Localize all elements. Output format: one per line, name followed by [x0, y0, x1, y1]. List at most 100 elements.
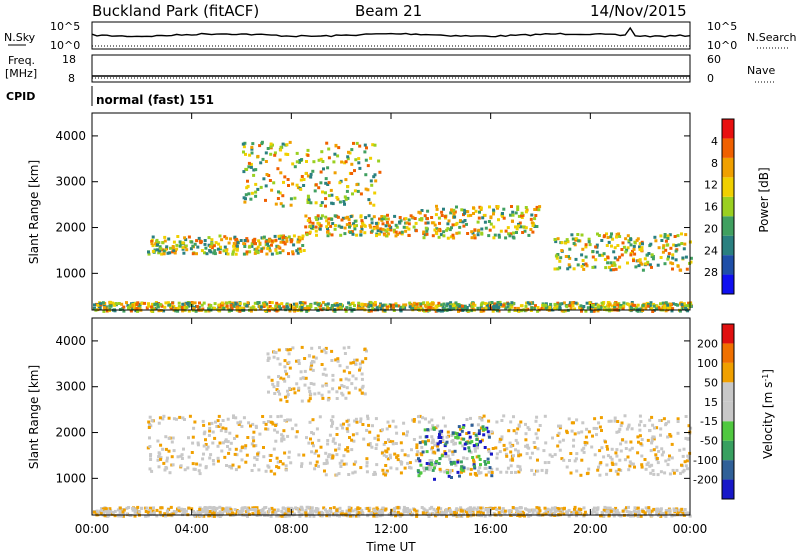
data-cell — [165, 509, 169, 513]
data-cell — [640, 262, 644, 266]
data-cell — [300, 158, 304, 161]
data-cell — [154, 301, 158, 304]
data-cell — [287, 512, 291, 516]
data-cell — [652, 437, 656, 441]
data-cell — [433, 466, 436, 470]
data-cell — [152, 506, 155, 510]
data-cell — [273, 153, 277, 157]
nave-label: Nave — [747, 64, 775, 77]
data-cell — [652, 302, 656, 306]
data-cell — [664, 511, 668, 515]
data-cell — [185, 248, 189, 252]
data-cell — [512, 454, 515, 458]
data-cell — [612, 268, 616, 272]
data-cell — [278, 191, 282, 195]
data-cell — [216, 514, 220, 518]
data-cell — [542, 307, 546, 311]
data-cell — [632, 244, 636, 248]
data-cell — [158, 416, 162, 420]
data-cell — [319, 157, 323, 161]
data-cell — [309, 224, 313, 228]
data-cell — [635, 510, 639, 514]
data-cell — [568, 265, 572, 269]
data-cell — [300, 512, 304, 516]
data-cell — [395, 467, 399, 471]
data-cell — [325, 383, 329, 387]
data-cell — [297, 247, 300, 251]
data-cell — [287, 235, 291, 239]
data-cell — [226, 307, 230, 311]
data-cell — [580, 458, 584, 462]
data-cell — [559, 256, 563, 260]
data-cell — [377, 159, 381, 163]
data-cell — [422, 232, 426, 236]
data-cell — [461, 425, 465, 429]
data-cell — [205, 252, 209, 256]
data-cell — [484, 466, 488, 470]
data-cell — [600, 301, 604, 305]
data-cell — [326, 234, 330, 238]
data-cell — [479, 440, 483, 444]
data-cell — [202, 444, 206, 448]
data-cell — [150, 240, 154, 243]
data-cell — [490, 471, 494, 474]
data-cell — [449, 235, 453, 239]
data-cell — [260, 142, 264, 146]
data-cell — [553, 453, 557, 457]
data-cell — [243, 239, 247, 242]
data-cell — [449, 510, 453, 514]
data-cell — [578, 511, 582, 514]
data-cell — [340, 391, 344, 395]
data-cell — [600, 446, 604, 450]
data-cell — [413, 508, 417, 512]
data-cell — [636, 303, 640, 307]
noise-panel: N.Sky N.Search 10^5 10^0 10^5 10^0 — [4, 20, 797, 52]
data-cell — [600, 511, 604, 514]
data-cell — [242, 145, 246, 149]
data-cell — [406, 461, 410, 465]
data-cell — [137, 307, 141, 311]
data-cell — [586, 306, 590, 310]
data-cell — [650, 463, 654, 467]
data-cell — [169, 505, 173, 509]
data-cell — [292, 234, 296, 238]
data-cell — [621, 509, 625, 513]
data-cell — [492, 236, 496, 240]
data-cell — [587, 430, 591, 434]
data-cell — [305, 309, 309, 313]
data-cell — [469, 506, 472, 510]
data-cell — [381, 511, 385, 515]
data-cell — [655, 511, 659, 515]
data-cell — [368, 223, 372, 227]
data-cell — [649, 242, 653, 246]
data-cell — [462, 424, 466, 428]
data-cell — [459, 427, 463, 431]
data-cell — [677, 508, 681, 512]
data-cell — [338, 506, 342, 510]
noise-sky-label: N.Sky — [4, 31, 36, 44]
data-cell — [470, 511, 474, 515]
data-cell — [338, 181, 342, 185]
data-cell — [183, 305, 187, 309]
data-cell — [262, 455, 266, 459]
data-cell — [299, 370, 303, 374]
data-cell — [680, 232, 683, 236]
data-cell — [246, 179, 249, 183]
data-cell — [326, 166, 330, 170]
data-cell — [394, 230, 398, 234]
data-cell — [233, 235, 237, 239]
data-cell — [453, 511, 457, 514]
data-cell — [629, 462, 633, 466]
data-cell — [145, 506, 149, 510]
data-cell — [629, 253, 633, 257]
data-cell — [678, 448, 682, 452]
data-cell — [507, 309, 511, 313]
data-cell — [266, 306, 270, 310]
data-cell — [580, 264, 584, 268]
data-cell — [562, 301, 566, 305]
data-cell — [388, 224, 391, 228]
data-cell — [224, 429, 228, 433]
data-cell — [482, 428, 485, 432]
data-cell — [659, 256, 663, 259]
data-cell — [388, 439, 392, 443]
